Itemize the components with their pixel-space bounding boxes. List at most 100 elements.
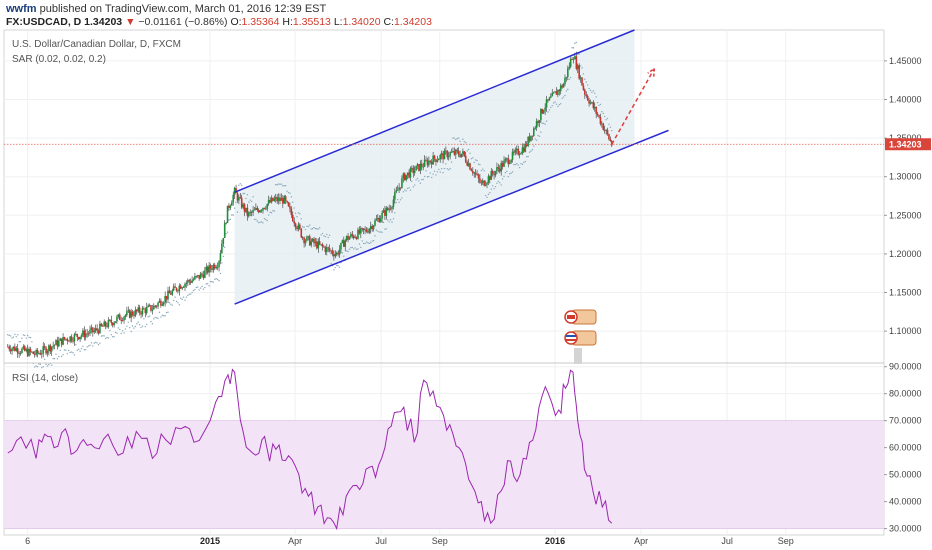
sar-dot [215,278,217,280]
sar-dot [438,168,440,171]
sar-dot [450,161,453,163]
sar-dot [258,221,260,224]
sar-dot [370,241,372,244]
sar-dot [523,161,525,164]
candle-body [515,148,518,150]
sar-dot [267,214,270,216]
candle-body [249,212,252,213]
candle-body [25,349,28,351]
candle-body [340,242,342,250]
sar-dot [594,92,596,94]
candle-body [355,237,358,239]
candle-body [394,192,396,200]
us-flag-stripe-icon [566,335,576,337]
sar-dot [197,286,199,288]
rsi-line [7,368,613,531]
down-arrow-icon: ▼ [125,16,136,28]
sar-dot [336,264,338,267]
sar-dot [245,197,247,200]
candle-body [252,209,254,213]
sar-dot [36,366,39,368]
candle-body [232,194,235,203]
channel-lower-line[interactable] [234,129,669,305]
publisher-username[interactable]: wwfm [6,3,37,15]
sar-dot [581,67,583,69]
candle-body [462,151,464,154]
candle-body [177,290,179,292]
sar-dot [517,164,519,166]
candle-body [473,172,476,174]
sar-dot [282,185,284,187]
projection-arrow[interactable] [611,68,655,145]
candle-body [334,254,337,257]
candle-body [599,116,602,125]
candle-body [160,300,162,306]
sar-dot [426,176,429,178]
time-axis[interactable]: 6 2015 Apr Jul Sep 2016 Apr Jul Sep [25,536,794,546]
candle-body [21,348,23,353]
candle-body [565,76,568,78]
candle-body [194,276,196,280]
sar-dot [12,336,15,338]
time-axis-label: Jul [721,536,733,546]
candle-body [59,338,62,341]
symbol-label[interactable]: FX:USDCAD, D [6,16,82,28]
candle-body [133,315,135,317]
candle-body [67,340,70,342]
sar-dot [114,331,117,334]
candle-body [433,155,436,160]
candle-body [306,236,308,241]
candle-body [401,178,403,188]
candle-body [403,173,406,181]
sar-dot [606,117,609,120]
candle-body [498,168,501,172]
sar-dot [541,122,544,125]
sar-dot [419,182,422,185]
candle-body [52,345,54,347]
chart-header: wwfm published on TradingView.com, March… [0,0,932,30]
sar-dot [304,228,307,231]
sar-dot [350,246,352,249]
candle-body [147,305,149,308]
sar-dot [277,183,280,185]
sar-dot [357,248,359,250]
price-axis-label: 1.45000 [889,56,922,66]
candle-body [477,174,480,179]
candle-body [330,250,332,252]
price-axis[interactable]: 1.10000 1.15000 1.20000 1.25000 1.30000 1.350… [884,56,922,336]
event-flags[interactable] [564,309,597,364]
candle-body [571,59,573,60]
candle-body [328,248,331,251]
candle-body [289,206,291,209]
sar-dot [66,353,69,355]
sar-dot [510,172,512,174]
channel-upper-line[interactable] [234,29,635,193]
candle-body [567,68,569,77]
sar-dot [198,289,200,291]
sar-dot [362,242,365,245]
candle-body [162,302,165,305]
candle-body [226,205,229,223]
sar-dot [43,358,46,361]
price-axis-label: 1.25000 [889,210,922,220]
sar-dot [262,222,264,224]
candle-body [219,253,222,262]
candle-body [199,273,202,279]
candle-body [415,165,417,171]
us-flag-icon[interactable] [564,331,578,345]
rsi-axis[interactable]: 30.0000 40.0000 50.0000 60.0000 70.0000 80.00… [884,362,922,534]
candle-body [409,168,412,178]
sar-dot [224,246,226,248]
sar-indicator-title[interactable]: SAR (0.02, 0.02, 0.2) [12,54,106,65]
sar-dot [221,262,223,264]
candle-body [375,219,378,221]
candle-body [603,130,606,131]
rsi-indicator-title[interactable]: RSI (14, close) [12,373,78,384]
candle-body [324,247,327,252]
sar-dot [398,201,400,204]
candle-body [582,85,585,90]
sar-dot [121,330,124,332]
sar-dot [92,345,94,347]
candle-body [65,338,67,340]
